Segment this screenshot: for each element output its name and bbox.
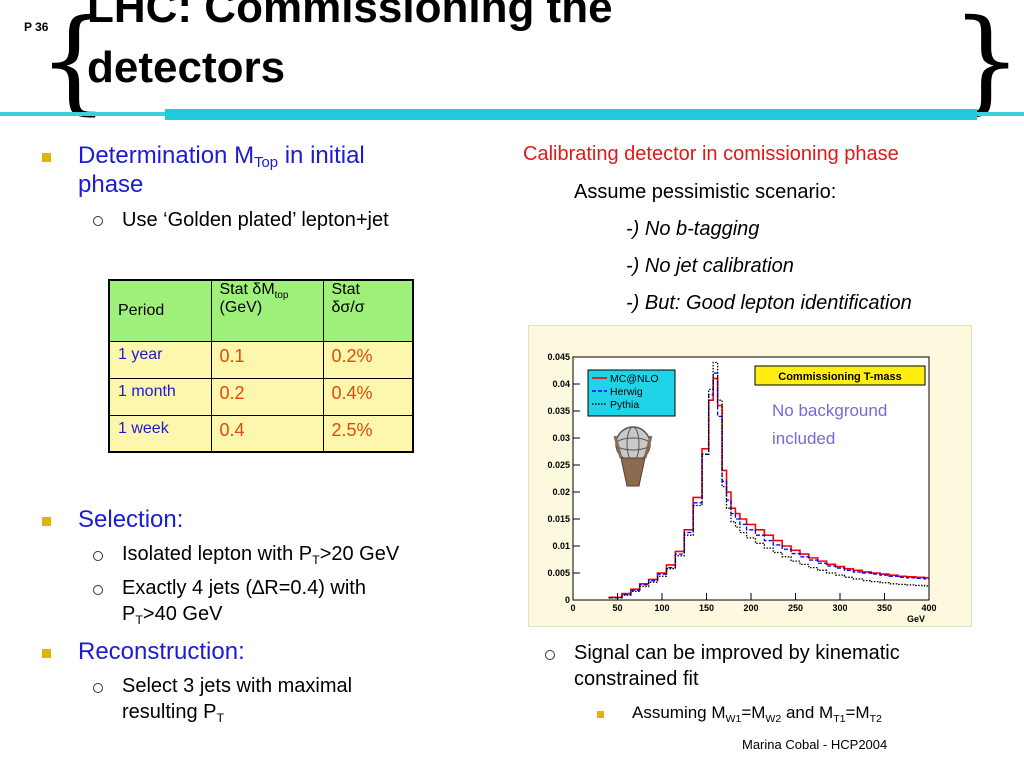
- delta-mtop-cell: 0.2: [210, 377, 324, 416]
- signal-improvement-line2: constrained fit: [574, 668, 699, 690]
- calibration-heading: Calibrating detector in comissioning pha…: [523, 143, 899, 165]
- bullet-square-icon: [42, 517, 51, 526]
- y-tick-label: 0.025: [547, 460, 570, 470]
- x-tick-label: 400: [921, 603, 936, 613]
- footer-author: Marina Cobal - HCP2004: [742, 737, 888, 752]
- bullet-reconstruction: Reconstruction:: [78, 638, 245, 665]
- period-cell: 1 week: [108, 414, 212, 453]
- x-tick-label: 200: [743, 603, 758, 613]
- commissioning-plot: 0 0.005 0.01 0.015 0.02 0.025 0.03 0.035 0.04 0.0…: [528, 325, 972, 627]
- atlas-logo-icon: [613, 426, 653, 487]
- assume-scenario: Assume pessimistic scenario:: [574, 181, 837, 203]
- y-tick-label: 0: [565, 595, 570, 605]
- x-tick-label: 100: [654, 603, 669, 613]
- x-tick-label: 50: [612, 603, 622, 613]
- chart-title: Commissioning T-mass: [778, 371, 901, 383]
- chart-annotation: included: [772, 429, 835, 448]
- period-cell: 1 month: [108, 377, 212, 416]
- y-tick-label: 0.04: [552, 379, 570, 389]
- assuming-constraint: Assuming MW1=MW2 and MT1=MT2: [632, 703, 882, 725]
- delta-sigma-cell: 0.4%: [322, 377, 414, 416]
- slide-number: P 36: [24, 20, 49, 34]
- y-tick-label: 0.045: [547, 352, 570, 362]
- sub-bullet-four-jets: Exactly 4 jets (∆R=0.4) with: [122, 577, 366, 599]
- signal-improvement-line1: Signal can be improved by kinematic: [574, 642, 900, 664]
- bullet-square-icon: [597, 711, 604, 718]
- sub-bullet-select-jets-line2: resulting PT: [122, 701, 225, 725]
- scenario-item: -) No b-tagging: [626, 218, 760, 240]
- header-stat-sigma: Stat δσ/σ: [322, 279, 414, 342]
- x-axis-label: GeV: [907, 614, 925, 624]
- y-tick-label: 0.03: [552, 433, 570, 443]
- y-tick-label: 0.02: [552, 487, 570, 497]
- bullet-circle-icon: [93, 216, 103, 226]
- delta-sigma-cell: 0.2%: [322, 340, 414, 379]
- header-stat-mtop: Stat δMtop (GeV): [210, 279, 324, 342]
- legend-entry: Herwig: [610, 386, 643, 398]
- sub-bullet-isolated-lepton: Isolated lepton with PT>20 GeV: [122, 543, 400, 567]
- y-tick-label: 0.01: [552, 541, 570, 551]
- scenario-item: -) But: Good lepton identification: [626, 292, 912, 314]
- series-pythia-line: [608, 361, 929, 599]
- y-tick-label: 0.015: [547, 514, 570, 524]
- x-tick-label: 300: [832, 603, 847, 613]
- title-line-1: LHC: Commissioning the: [87, 0, 613, 32]
- bullet-mtop-determination-line2: phase: [78, 171, 144, 198]
- delta-mtop-cell: 0.1: [210, 340, 324, 379]
- delta-mtop-cell: 0.4: [210, 414, 324, 453]
- table-row: 1 week 0.4 2.5%: [108, 414, 414, 453]
- table-header-row: Period Stat δMtop (GeV) Stat δσ/σ: [108, 279, 414, 342]
- statistics-table: Period Stat δMtop (GeV) Stat δσ/σ 1 year 0…: [108, 279, 414, 453]
- sub-bullet-four-jets-line2: PT>40 GeV: [122, 603, 223, 627]
- title-line-2: detectors: [87, 43, 286, 92]
- top-mass-histogram: 0 0.005 0.01 0.015 0.02 0.025 0.03 0.035 0.04 0.0…: [547, 352, 936, 624]
- bullet-selection: Selection:: [78, 506, 184, 533]
- table-row: 1 year 0.1 0.2%: [108, 340, 414, 379]
- bullet-circle-icon: [93, 683, 103, 693]
- x-tick-label: 250: [788, 603, 803, 613]
- slide-title: LHC: Commissioning the detectors: [87, 0, 613, 98]
- bullet-mtop-determination: Determination MTop in initial: [78, 142, 365, 171]
- chart-annotation: No background: [772, 401, 887, 420]
- sub-bullet-golden-plated: Use ‘Golden plated’ lepton+jet: [122, 209, 389, 231]
- x-tick-label: 0: [570, 603, 575, 613]
- delta-sigma-cell: 2.5%: [322, 414, 414, 453]
- sub-bullet-select-jets: Select 3 jets with maximal: [122, 675, 353, 697]
- bullet-circle-icon: [93, 585, 103, 595]
- bullet-circle-icon: [93, 551, 103, 561]
- legend-entry: Pythia: [610, 399, 639, 411]
- table-row: 1 month 0.2 0.4%: [108, 377, 414, 416]
- header-period: Period: [108, 279, 212, 342]
- scenario-item: -) No jet calibration: [626, 255, 794, 277]
- left-brace-decoration: {: [38, 0, 110, 126]
- y-tick-label: 0.035: [547, 406, 570, 416]
- y-tick-label: 0.005: [547, 568, 570, 578]
- bullet-circle-icon: [545, 650, 555, 660]
- legend-entry: MC@NLO: [610, 373, 659, 385]
- title-accent-bar: [165, 109, 977, 120]
- x-tick-label: 350: [877, 603, 892, 613]
- chart-title-box: [754, 365, 926, 386]
- bullet-square-icon: [42, 153, 51, 162]
- right-brace-decoration: }: [951, 0, 1023, 126]
- bullet-square-icon: [42, 649, 51, 658]
- x-tick-label: 150: [699, 603, 714, 613]
- period-cell: 1 year: [108, 340, 212, 379]
